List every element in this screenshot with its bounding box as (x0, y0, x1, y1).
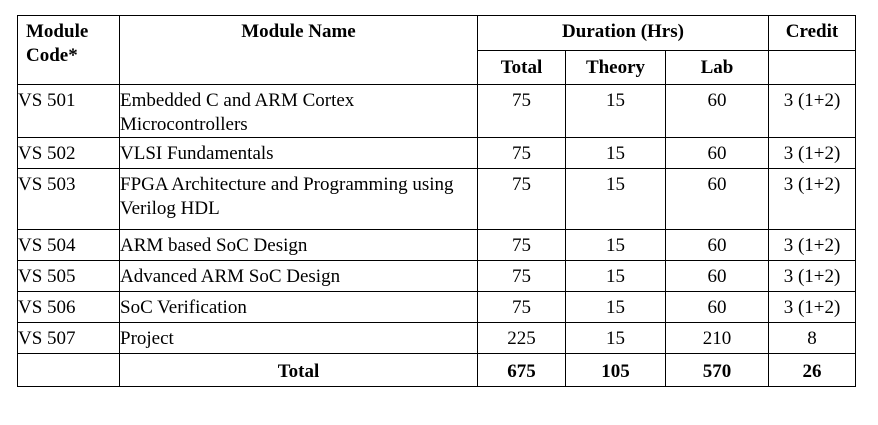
lab-hours: 60 (665, 168, 769, 230)
total-hours: 75 (477, 291, 566, 323)
total-hours: 75 (477, 137, 566, 169)
header-lab: Lab (665, 50, 769, 85)
module-name: FPGA Architecture and Programming using … (119, 168, 478, 230)
credit: 3 (1+2) (768, 168, 856, 230)
module-code: VS 507 (17, 322, 120, 354)
totals-theory-hours: 105 (565, 353, 666, 387)
module-name: Advanced ARM SoC Design (119, 260, 478, 292)
theory-hours: 15 (565, 291, 666, 323)
table-row: VS 503 FPGA Architecture and Programming… (17, 168, 856, 230)
total-hours: 225 (477, 322, 566, 354)
subheader-row: Total Theory Lab (18, 50, 856, 85)
header-row: Module Code* Module Name Duration (Hrs) … (17, 15, 856, 85)
credit: 3 (1+2) (768, 84, 856, 138)
totals-total-hours: 675 (477, 353, 566, 387)
totals-label: Total (119, 353, 478, 387)
theory-hours: 15 (565, 84, 666, 138)
lab-hours: 60 (665, 229, 769, 261)
table-row: VS 505 Advanced ARM SoC Design 75 15 60 … (17, 260, 856, 292)
lab-hours: 60 (665, 137, 769, 169)
total-hours: 75 (477, 168, 566, 230)
totals-blank (17, 353, 120, 387)
theory-hours: 15 (565, 168, 666, 230)
module-code: VS 501 (17, 84, 120, 138)
totals-credit: 26 (768, 353, 856, 387)
module-code: VS 504 (17, 229, 120, 261)
total-hours: 75 (477, 229, 566, 261)
credit: 3 (1+2) (768, 260, 856, 292)
module-code: VS 506 (17, 291, 120, 323)
lab-hours: 210 (665, 322, 769, 354)
theory-hours: 15 (565, 137, 666, 169)
total-hours: 75 (477, 260, 566, 292)
totals-lab-hours: 570 (665, 353, 769, 387)
theory-hours: 15 (565, 322, 666, 354)
totals-row: Total 675 105 570 26 (17, 353, 856, 387)
credit: 3 (1+2) (768, 291, 856, 323)
lab-hours: 60 (665, 260, 769, 292)
module-name: SoC Verification (119, 291, 478, 323)
module-name: ARM based SoC Design (119, 229, 478, 261)
header-credit: Credit (768, 15, 856, 51)
modules-table: Module Code* Module Name Duration (Hrs) … (17, 15, 856, 387)
lab-hours: 60 (665, 84, 769, 138)
total-hours: 75 (477, 84, 566, 138)
header-credit-blank (768, 50, 856, 85)
module-name: Embedded C and ARM Cortex Microcontrolle… (119, 84, 478, 138)
credit: 8 (768, 322, 856, 354)
header-module-name: Module Name (119, 15, 478, 85)
theory-hours: 15 (565, 229, 666, 261)
module-code: VS 502 (17, 137, 120, 169)
lab-hours: 60 (665, 291, 769, 323)
table-row: VS 501 Embedded C and ARM Cortex Microco… (17, 84, 856, 138)
module-code: VS 503 (17, 168, 120, 230)
module-name: Project (119, 322, 478, 354)
header-duration: Duration (Hrs) (477, 15, 769, 51)
credit: 3 (1+2) (768, 137, 856, 169)
header-module-code: Module Code* (17, 15, 120, 85)
module-code: VS 505 (17, 260, 120, 292)
table-row: VS 502 VLSI Fundamentals 75 15 60 3 (1+2… (17, 137, 856, 169)
module-name: VLSI Fundamentals (119, 137, 478, 169)
header-theory: Theory (565, 50, 666, 85)
table-row: VS 507 Project 225 15 210 8 (17, 322, 856, 354)
table-row: VS 506 SoC Verification 75 15 60 3 (1+2) (17, 291, 856, 323)
theory-hours: 15 (565, 260, 666, 292)
credit: 3 (1+2) (768, 229, 856, 261)
header-total: Total (477, 50, 566, 85)
table-row: VS 504 ARM based SoC Design 75 15 60 3 (… (17, 229, 856, 261)
